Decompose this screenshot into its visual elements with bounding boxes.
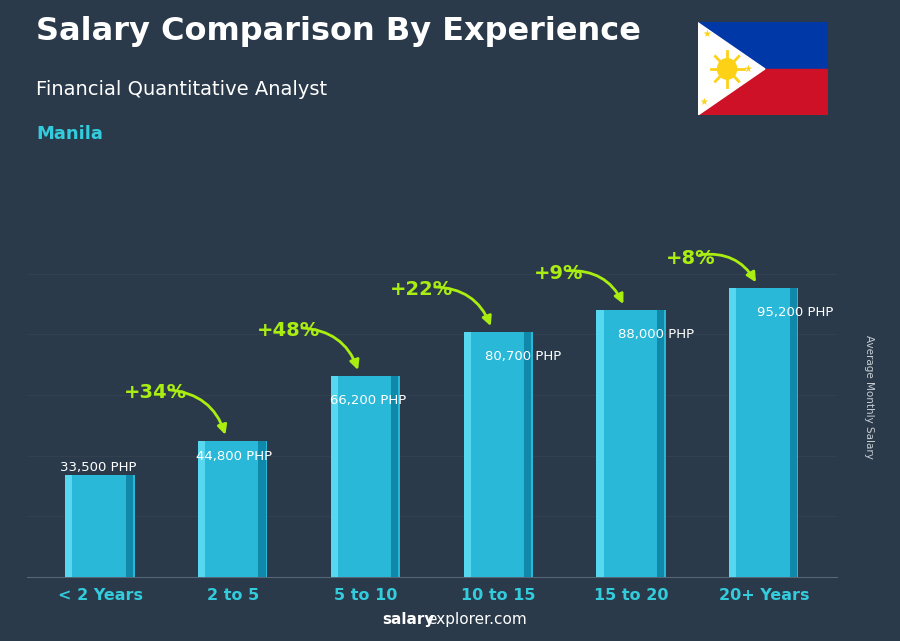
Text: Financial Quantitative Analyst: Financial Quantitative Analyst xyxy=(36,80,327,99)
Bar xyxy=(66,476,135,577)
Bar xyxy=(331,376,338,577)
FancyArrowPatch shape xyxy=(568,271,622,301)
Bar xyxy=(789,288,796,577)
Text: +34%: +34% xyxy=(124,383,187,402)
Text: 80,700 PHP: 80,700 PHP xyxy=(485,350,562,363)
Bar xyxy=(464,333,533,577)
Text: explorer.com: explorer.com xyxy=(428,612,527,627)
Text: +48%: +48% xyxy=(257,321,320,340)
FancyArrowPatch shape xyxy=(700,254,754,279)
Circle shape xyxy=(717,59,737,79)
Bar xyxy=(198,441,267,577)
Bar xyxy=(698,69,828,115)
FancyArrowPatch shape xyxy=(169,390,226,432)
Bar xyxy=(331,376,400,577)
Text: 44,800 PHP: 44,800 PHP xyxy=(195,450,272,463)
FancyArrowPatch shape xyxy=(435,287,491,323)
Text: ★: ★ xyxy=(743,64,752,74)
Bar xyxy=(597,310,666,577)
Polygon shape xyxy=(698,22,765,115)
Bar xyxy=(331,376,400,577)
Bar xyxy=(729,288,798,577)
Text: 95,200 PHP: 95,200 PHP xyxy=(757,306,833,319)
Text: salary: salary xyxy=(382,612,435,627)
Text: Average Monthly Salary: Average Monthly Salary xyxy=(863,335,874,460)
Bar xyxy=(198,441,205,577)
Text: 66,200 PHP: 66,200 PHP xyxy=(329,394,406,407)
Bar xyxy=(464,333,471,577)
Text: ★: ★ xyxy=(699,97,708,108)
Text: +9%: +9% xyxy=(534,264,583,283)
Bar xyxy=(597,310,666,577)
Text: Manila: Manila xyxy=(36,125,103,143)
Bar xyxy=(464,333,533,577)
Bar xyxy=(729,288,736,577)
Bar xyxy=(657,310,664,577)
Bar xyxy=(258,441,265,577)
Bar xyxy=(597,310,604,577)
Text: Salary Comparison By Experience: Salary Comparison By Experience xyxy=(36,16,641,47)
Bar xyxy=(126,476,133,577)
Text: +22%: +22% xyxy=(390,281,453,299)
Text: 33,500 PHP: 33,500 PHP xyxy=(60,462,137,474)
Text: +8%: +8% xyxy=(666,249,716,268)
Bar xyxy=(698,22,828,69)
Bar xyxy=(65,476,73,577)
Bar xyxy=(729,288,798,577)
Bar xyxy=(198,441,267,577)
FancyArrowPatch shape xyxy=(302,328,358,367)
Bar xyxy=(392,376,399,577)
Bar xyxy=(524,333,531,577)
Text: 88,000 PHP: 88,000 PHP xyxy=(618,328,694,341)
Bar xyxy=(66,476,135,577)
Text: ★: ★ xyxy=(703,29,711,39)
